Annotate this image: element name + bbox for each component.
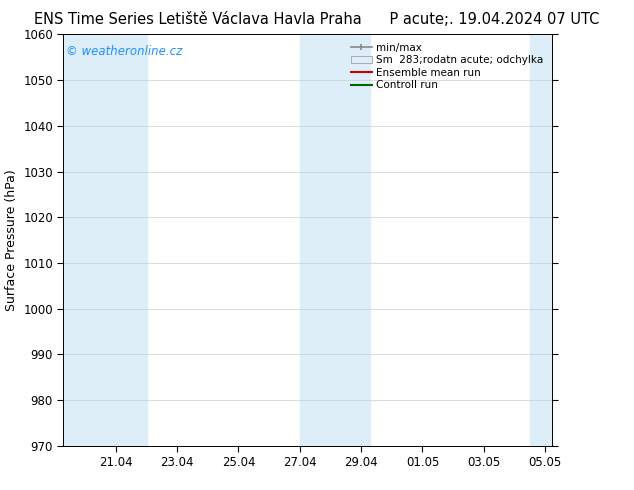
Bar: [300, 34, 370, 446]
Bar: [63, 34, 146, 446]
Legend: min/max, Sm  283;rodatn acute; odchylka, Ensemble mean run, Controll run: min/max, Sm 283;rodatn acute; odchylka, …: [348, 40, 547, 94]
Y-axis label: Surface Pressure (hPa): Surface Pressure (hPa): [4, 169, 18, 311]
Text: ENS Time Series Letiště Václava Havla Praha      P acute;. 19.04.2024 07 UTC: ENS Time Series Letiště Václava Havla Pr…: [34, 12, 600, 27]
Text: © weatheronline.cz: © weatheronline.cz: [66, 45, 182, 58]
Bar: [530, 34, 552, 446]
